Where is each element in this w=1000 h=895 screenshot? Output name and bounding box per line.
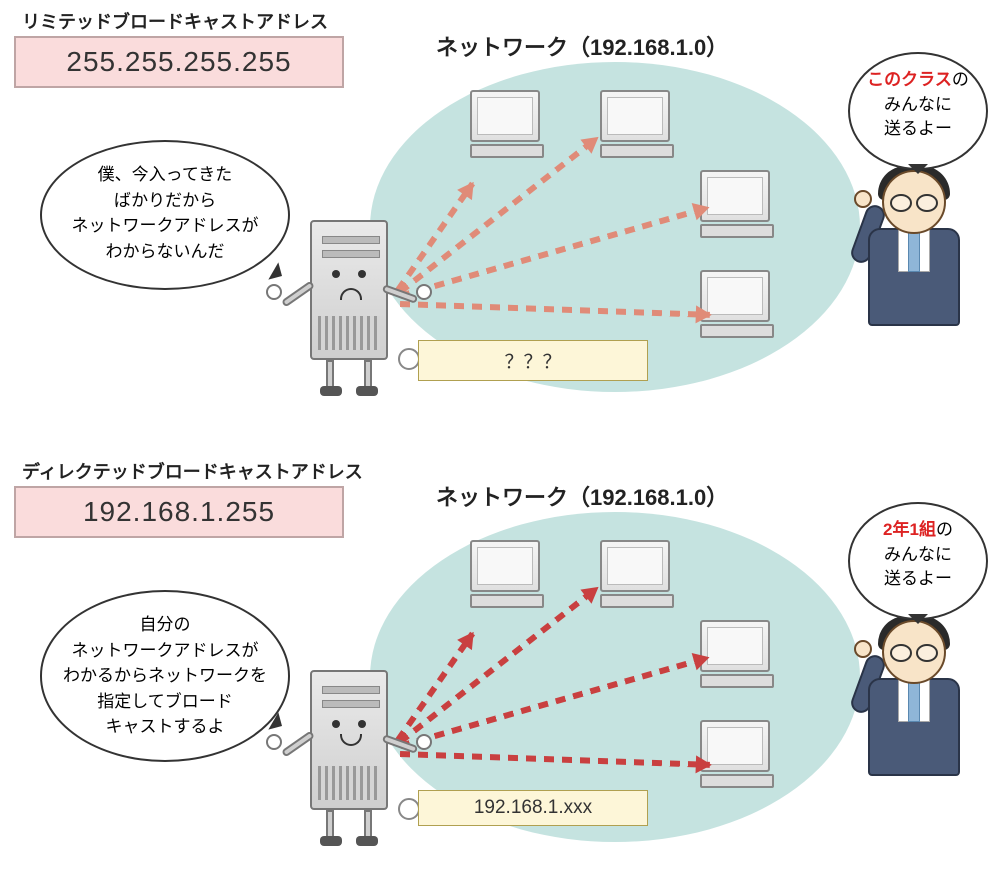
computer-icon xyxy=(700,170,774,238)
destination-label: 192.168.1.xxx xyxy=(418,790,648,826)
network-label: ネットワーク（192.168.1.0） xyxy=(436,480,728,512)
server-speech-bubble: 僕、今入ってきたばかりだからネットワークアドレスがわからないんだ xyxy=(40,140,290,290)
destination-label: ？？？ xyxy=(418,340,648,381)
broadcast-address-box: 192.168.1.255 xyxy=(14,486,344,538)
label-tag-ring-icon xyxy=(398,798,420,820)
diagram-panel: リミテッドブロードキャストアドレス255.255.255.255 ネットワーク（1… xyxy=(0,0,1000,440)
speech-tail xyxy=(908,164,928,184)
computer-icon xyxy=(600,90,674,158)
computer-icon xyxy=(700,620,774,688)
teacher-character xyxy=(860,170,970,340)
panel-title: リミテッドブロードキャストアドレス xyxy=(22,8,328,34)
computer-icon xyxy=(600,540,674,608)
server-speech-bubble: 自分のネットワークアドレスがわかるからネットワークを指定してブロードキャストする… xyxy=(40,590,290,762)
diagram-panel: ディレクテッドブロードキャストアドレス192.168.1.255 ネットワーク（1… xyxy=(0,450,1000,890)
computer-icon xyxy=(700,270,774,338)
panel-title: ディレクテッドブロードキャストアドレス xyxy=(22,458,363,484)
computer-icon xyxy=(470,90,544,158)
teacher-speech-bubble: 2年1組のみんなに送るよー xyxy=(848,502,988,620)
server-character xyxy=(310,670,388,810)
computer-icon xyxy=(700,720,774,788)
label-tag-ring-icon xyxy=(398,348,420,370)
speech-tail xyxy=(908,614,928,634)
computer-icon xyxy=(470,540,544,608)
server-character xyxy=(310,220,388,360)
network-label: ネットワーク（192.168.1.0） xyxy=(436,30,728,62)
broadcast-address-box: 255.255.255.255 xyxy=(14,36,344,88)
teacher-speech-bubble: このクラスのみんなに送るよー xyxy=(848,52,988,170)
teacher-character xyxy=(860,620,970,790)
